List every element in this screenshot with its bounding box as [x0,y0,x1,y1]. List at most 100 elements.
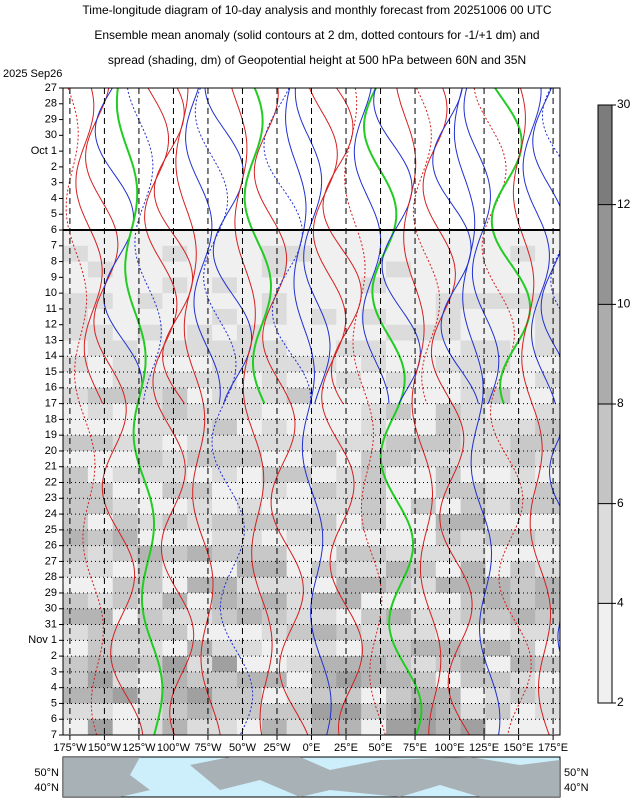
title-line: Ensemble mean anomaly (solid contours at… [94,28,539,42]
shading-cell [212,387,238,405]
shading-cell [510,703,536,720]
shading-cell [63,514,89,531]
shading-cell [212,592,238,610]
shading-cell [485,687,511,704]
shading-cell [236,293,263,310]
shading-cell [261,545,288,562]
shading-cell [286,624,312,641]
shading-cell [361,719,387,736]
y-tick-label: 23 [45,492,57,504]
shading-cell [162,277,188,294]
shading-cell [87,324,114,341]
shading-cell [460,419,486,436]
contour [94,87,143,404]
shading-cell [460,482,486,499]
shading-cell [535,671,561,689]
shading-cell [286,577,312,594]
shading-cell [212,498,238,515]
shading-cell [435,529,462,547]
shading-cell [112,450,139,468]
shading-cell [410,340,437,357]
shading-cell [336,498,362,515]
shading-cell [336,261,362,278]
shading-cell [460,308,486,326]
shading-cell [510,640,536,657]
shading-cell [212,514,238,531]
shading-cell [535,608,561,626]
shading-cell [460,561,486,578]
shading-cell [112,545,139,562]
colorbar-segment [598,304,612,404]
shading-cell [187,482,213,499]
shading-cell [535,308,561,326]
x-tick-label: 100°E [435,742,465,754]
shading-cell [460,640,486,657]
shading-cell [311,340,337,357]
shading-cell [137,608,163,626]
shading-cell [460,529,486,547]
shading-cell [460,671,486,689]
shading-cell [485,624,511,641]
shading-cell [112,419,139,436]
shading-cell [212,466,238,484]
shading-cell [460,403,486,420]
shading-cell [137,671,163,689]
y-tick-label: 30 [45,603,57,615]
shading-cell [112,719,139,736]
shading-cell [87,656,114,673]
shading-cell [137,482,163,499]
shading-cell [386,608,412,626]
shading-cell [87,293,114,310]
shading-cell [485,608,511,626]
shading-cell [485,277,511,294]
shading-cell [261,498,288,515]
shading-cell [187,608,213,626]
shading-cell [162,703,188,720]
shading-cell [236,608,263,626]
shading-cell [336,608,362,626]
shading-cell [212,561,238,578]
shading-cell [261,419,288,436]
x-tick-label: 50°E [369,742,393,754]
shading-cell [336,514,362,531]
shading-cell [187,624,213,641]
shading-cell [361,372,387,389]
shading-cell [386,624,412,641]
contour [153,87,194,404]
shading-cell [187,261,213,278]
shading-cell [336,577,362,594]
shading-cell [386,514,412,531]
shading-cell [386,293,412,310]
y-tick-label: 18 [45,413,57,425]
shading-cell [386,435,412,452]
shading-cell [510,561,536,578]
shading-cell [510,498,536,515]
shading-cell [410,372,437,389]
shading-cell [485,372,511,389]
shading-cell [187,703,213,720]
shading-cell [212,656,238,673]
shading-cell [485,703,511,720]
shading-cell [162,293,188,310]
shading-cell [87,419,114,436]
y-tick-label: 25 [45,524,57,536]
shading-cell [261,450,288,468]
shading-cell [485,293,511,310]
shading-cell [510,545,536,562]
shading-cell [137,261,163,278]
shading-cell [87,640,114,657]
shading-cell [63,293,89,310]
contour [185,87,221,404]
shading-cell [137,687,163,704]
map-lat-label: 40°N [34,782,59,794]
shading-cell [112,529,139,547]
shading-cell [535,419,561,436]
shading-cell [485,592,511,610]
shading-cell [137,529,163,547]
shading-cell [286,545,312,562]
shading-cell [336,719,362,736]
shading-cell [286,324,312,341]
shading-cell [435,245,462,263]
shading-cell [485,450,511,468]
shading-cell [63,687,89,704]
